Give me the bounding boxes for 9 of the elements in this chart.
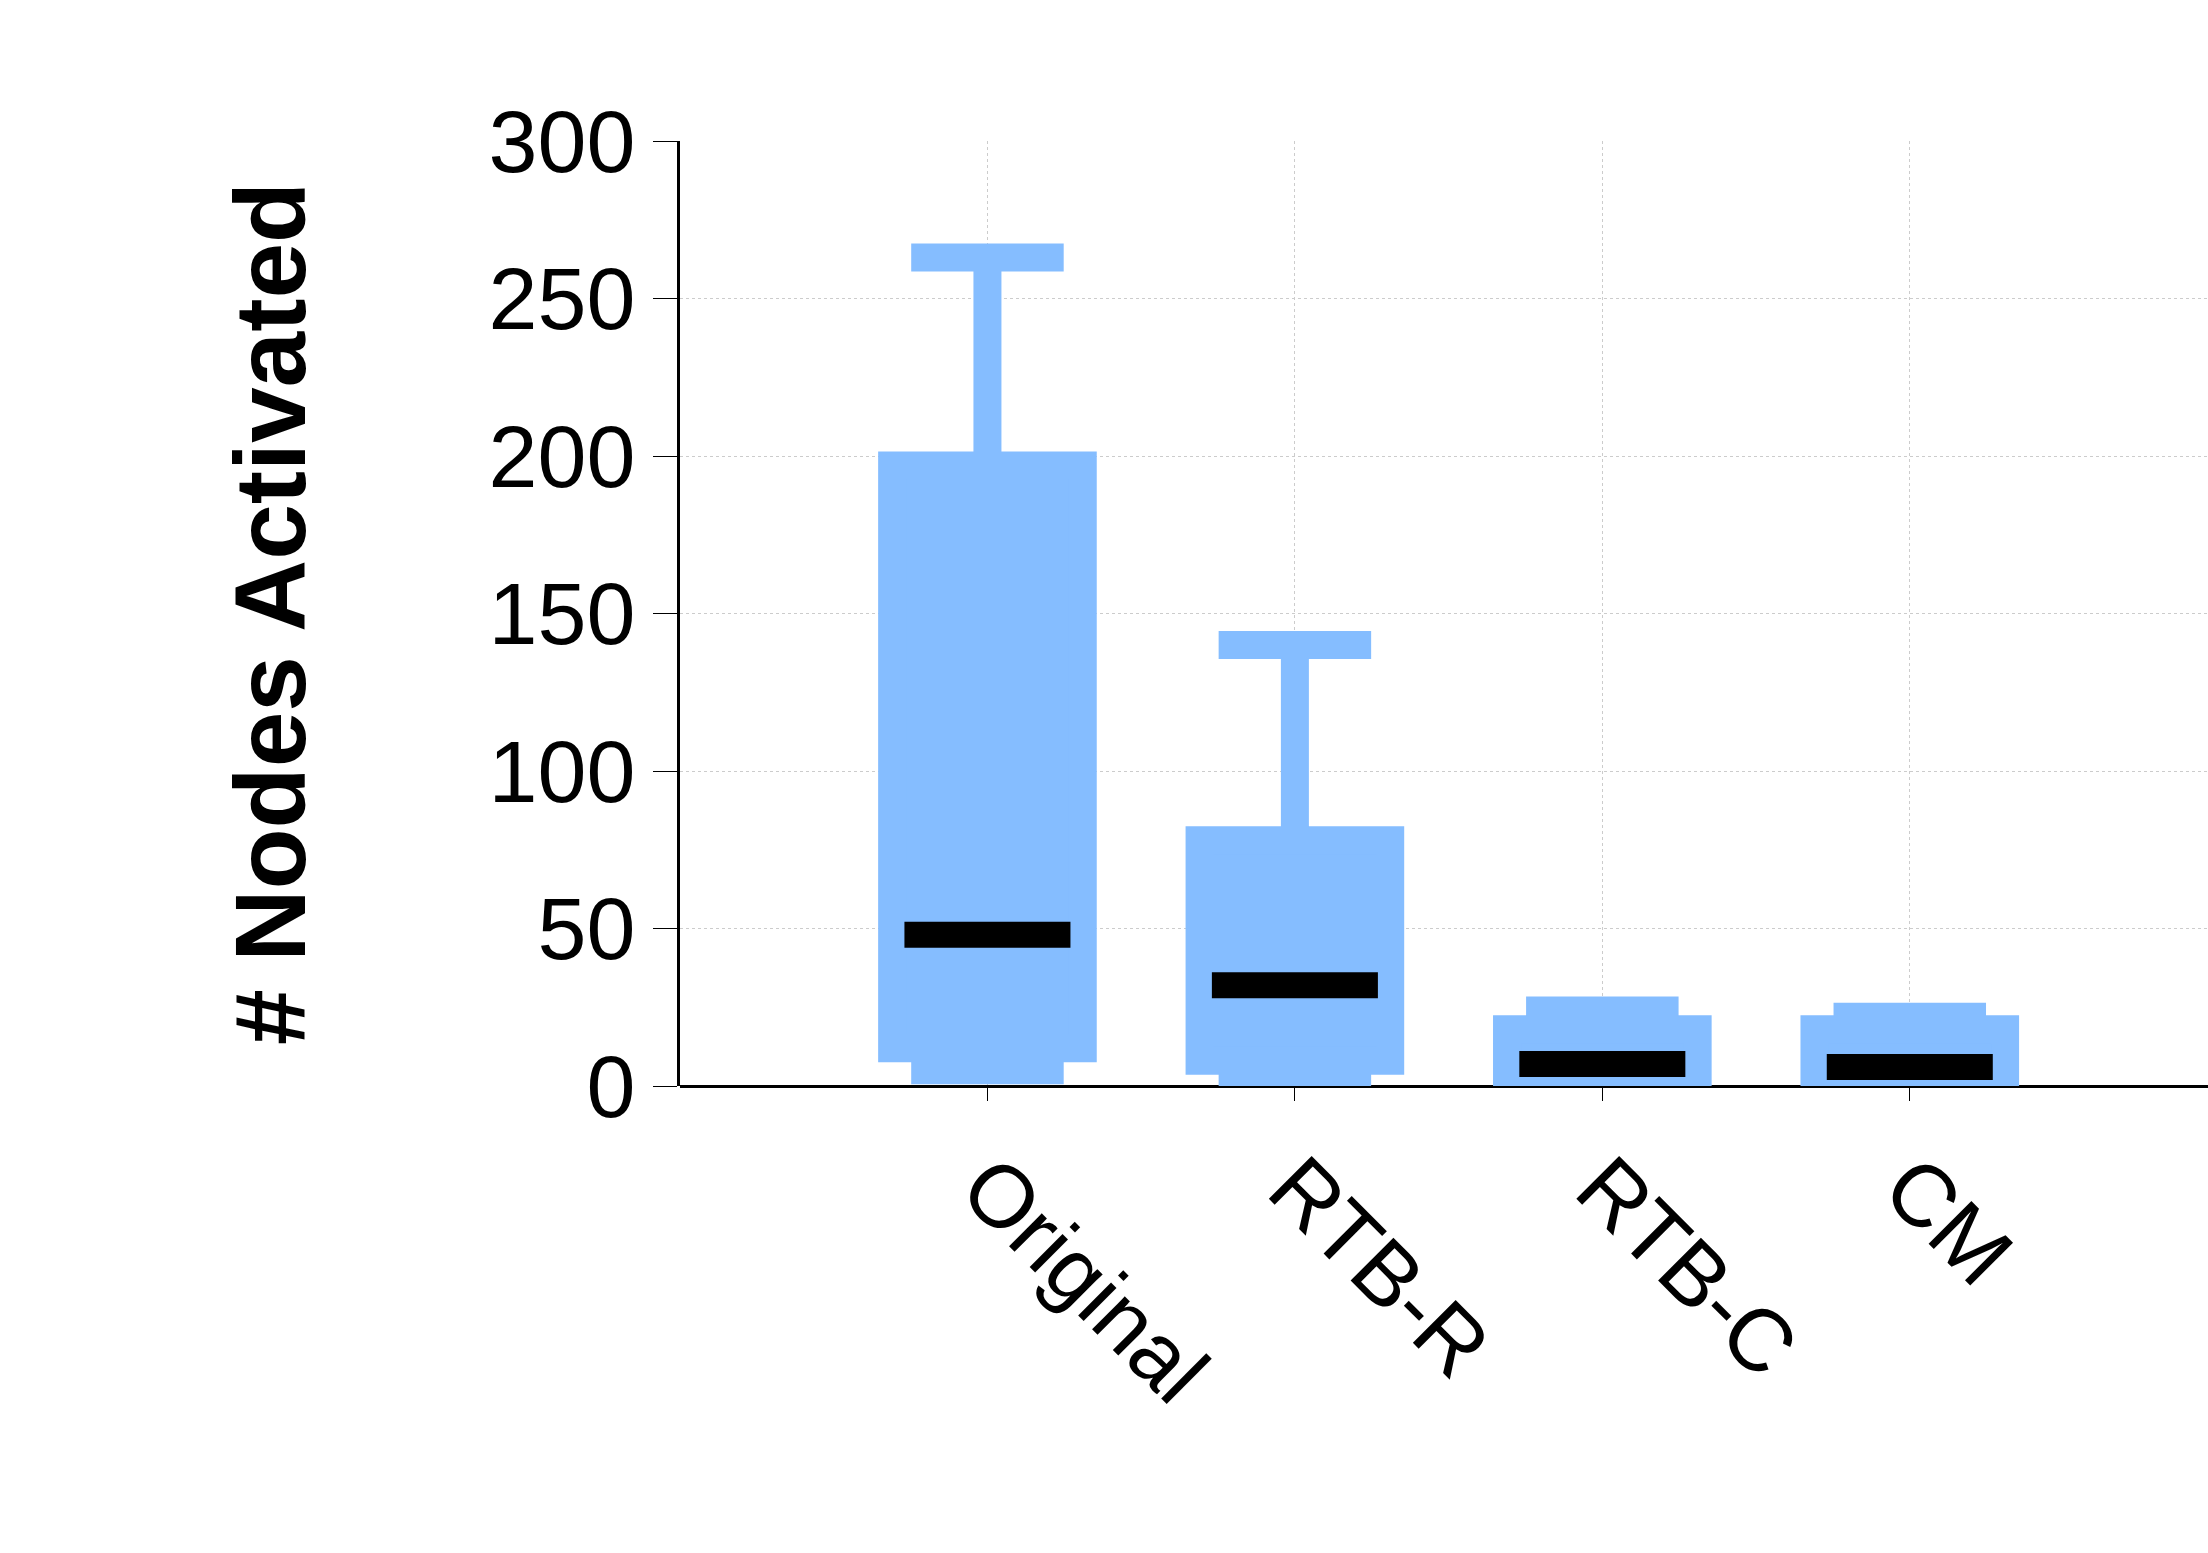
x-tick-label: CM [1865, 1137, 2033, 1304]
y-tick-label: 300 [488, 91, 636, 191]
y-tick-label: 100 [488, 721, 636, 821]
y-tick-label: 150 [488, 564, 636, 664]
y-tick-label: 50 [537, 879, 636, 979]
y-tick-label: 200 [488, 406, 636, 506]
y-tick-label: 0 [586, 1036, 636, 1136]
y-axis-title: # Nodes Activated [214, 181, 327, 1046]
y-tick-label: 250 [488, 249, 636, 349]
